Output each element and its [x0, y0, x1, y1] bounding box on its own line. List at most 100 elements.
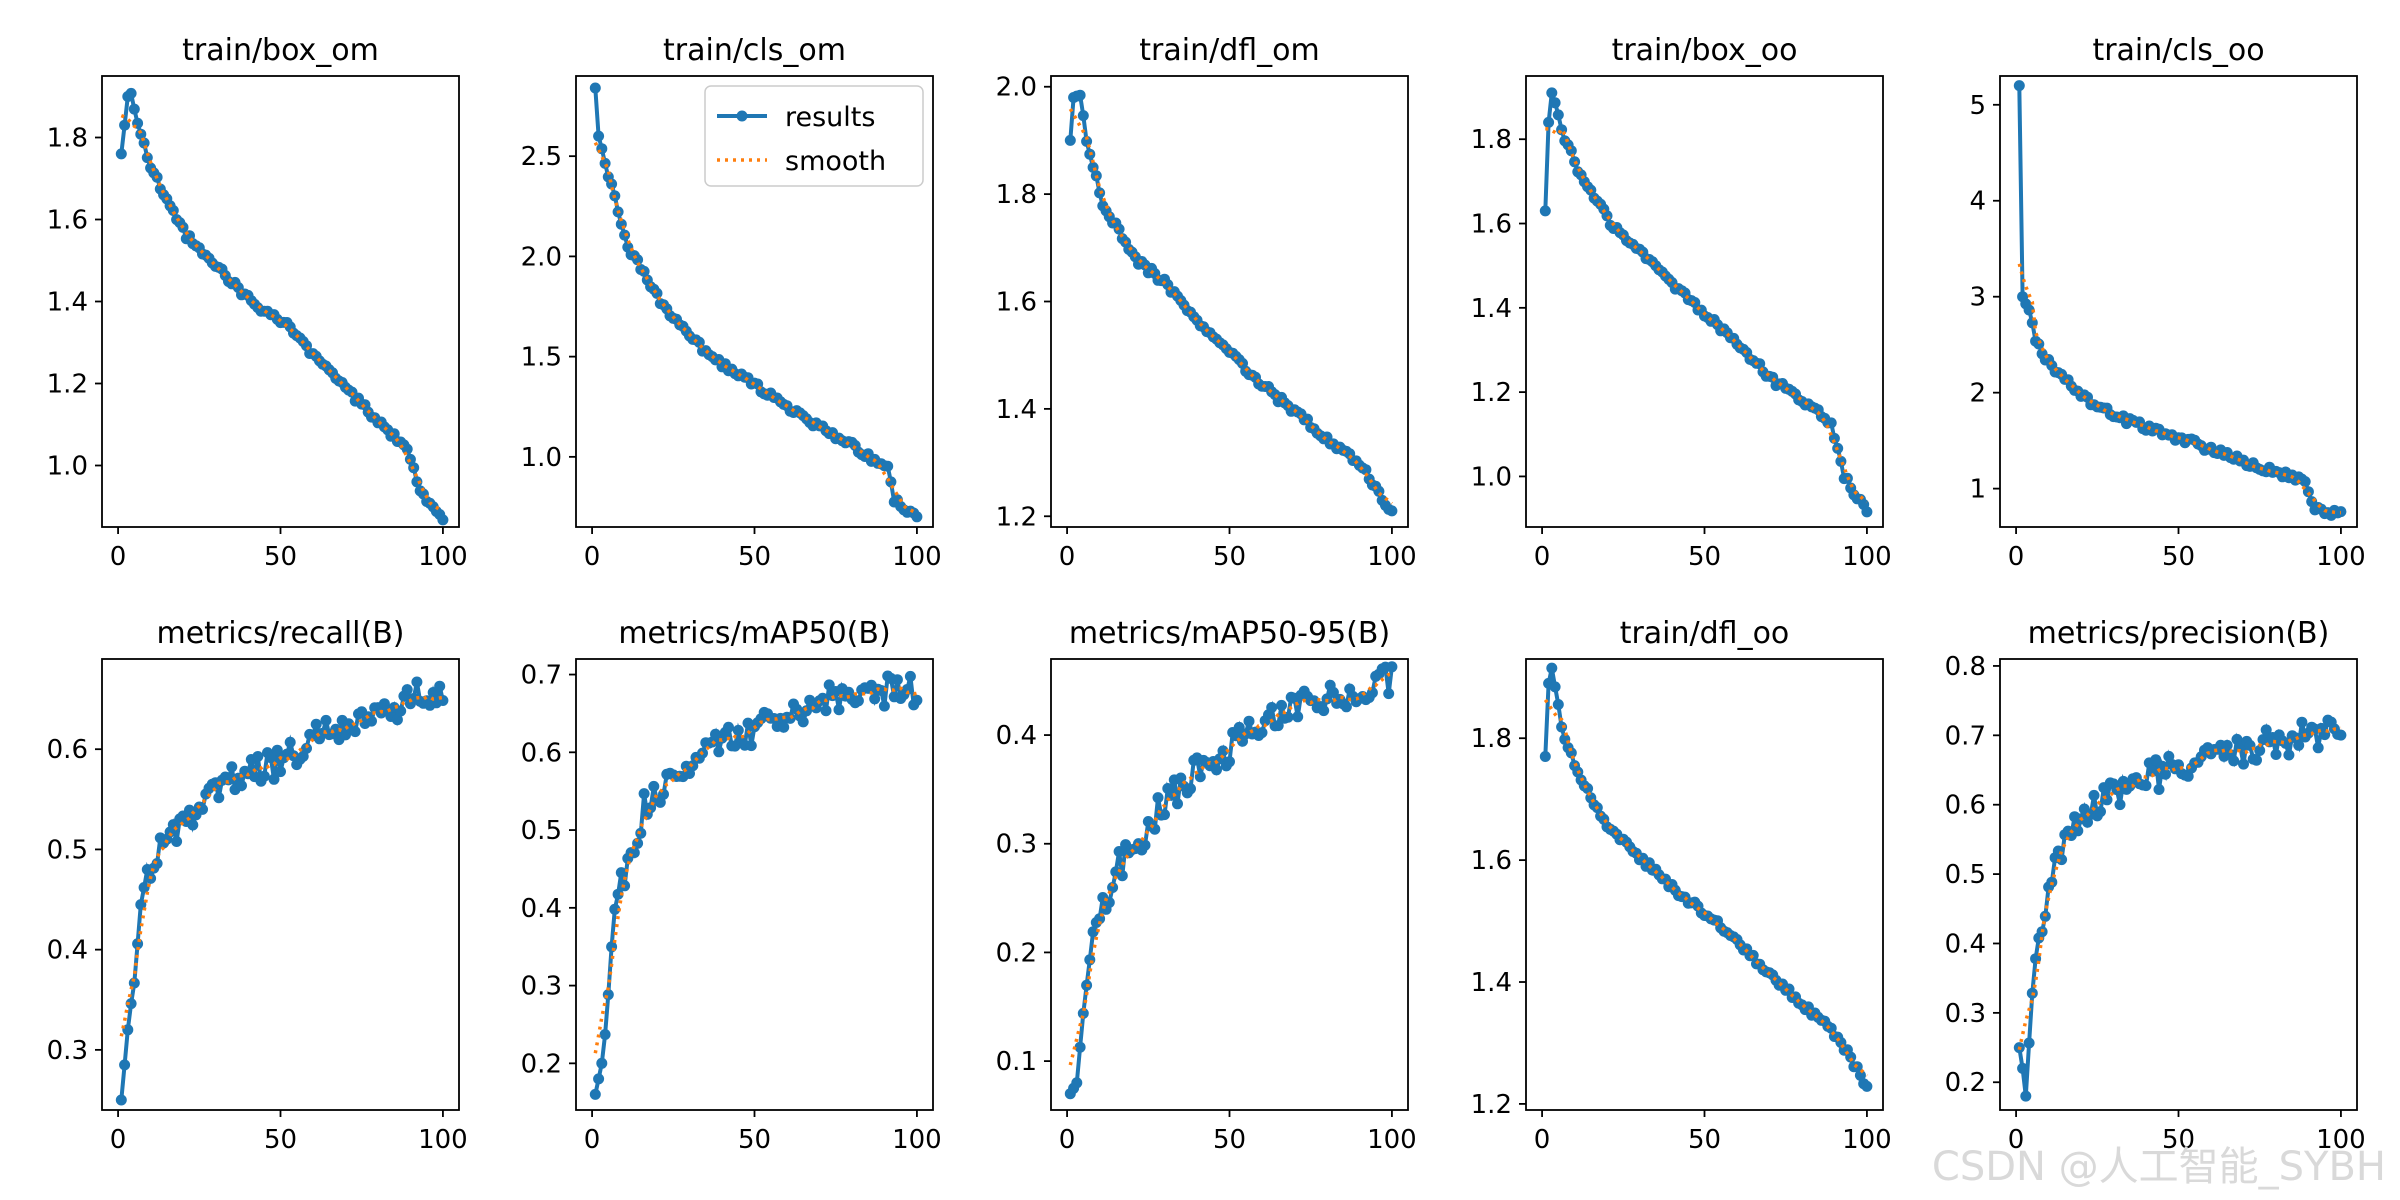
results-point — [1543, 117, 1554, 128]
results-point — [2271, 749, 2282, 760]
results-point — [713, 746, 724, 757]
results-point — [2335, 506, 2346, 517]
results-point — [1276, 700, 1287, 711]
subplot-5: metrics/recall(B) 0 50 100 0.3 0.4 0.5 0.6 — [47, 616, 468, 1155]
results-point — [593, 1073, 604, 1084]
y-tick-label: 1.0 — [1471, 462, 1512, 492]
results-point — [152, 858, 163, 869]
results-point — [259, 771, 270, 782]
y-tick-label: 1.2 — [1471, 378, 1512, 408]
results-point — [171, 836, 182, 847]
subplot-3: train/box_oo0 50 1001.01.21.41.61.8 — [1471, 33, 1892, 572]
y-tick-label: 0.3 — [521, 972, 562, 1002]
x-tick-label: 0 — [584, 542, 601, 572]
results-point — [778, 722, 789, 733]
subplot-title: train/cls_oo — [2092, 33, 2264, 68]
y-tick-label: 1.2 — [47, 370, 88, 400]
x-tick-label: 50 — [1688, 1125, 1721, 1155]
y-tick-label: 0.3 — [996, 830, 1037, 860]
y-tick-label: 0.2 — [1945, 1068, 1986, 1098]
y-tick-label: 0.5 — [1945, 860, 1986, 890]
results-point — [1172, 798, 1183, 809]
results-point — [1540, 751, 1551, 762]
results-point — [2251, 755, 2262, 766]
results-point — [590, 1089, 601, 1100]
results-point — [434, 681, 445, 692]
results-point — [1266, 702, 1277, 713]
results-point — [600, 1029, 611, 1040]
y-tick-label: 0.6 — [521, 738, 562, 768]
results-line — [121, 93, 443, 520]
results-point — [2020, 1091, 2031, 1102]
results-point — [2228, 755, 2239, 766]
subplot-7: metrics/mAP50-95(B)0 50 1000.10.20.30.4 — [996, 616, 1417, 1155]
results-point — [885, 476, 896, 487]
subplot-title: train/box_oo — [1612, 33, 1798, 68]
results-point — [1550, 97, 1561, 108]
subplot-title: train/dfl_om — [1139, 33, 1319, 68]
results-point — [1861, 506, 1872, 517]
results-line — [595, 676, 917, 1094]
subplot-4: train/cls_oo0 50 10012345 — [1969, 33, 2365, 572]
y-tick-label: 0.6 — [47, 735, 88, 765]
results-point — [350, 726, 361, 737]
y-tick-label: 1.8 — [1471, 125, 1512, 155]
results-point — [1140, 840, 1151, 851]
results-point — [746, 740, 757, 751]
results-point — [1211, 764, 1222, 775]
x-tick-label: 100 — [1842, 542, 1892, 572]
results-point — [226, 761, 237, 772]
y-tick-label: 1.5 — [521, 343, 562, 373]
results-point — [1540, 205, 1551, 216]
results-point — [252, 751, 263, 762]
x-tick-label: 100 — [418, 1125, 468, 1155]
y-tick-label: 1.4 — [996, 395, 1037, 425]
results-point — [593, 131, 604, 142]
results-point — [213, 792, 224, 803]
subplot-title: metrics/mAP50(B) — [618, 616, 890, 651]
results-point — [1386, 505, 1397, 516]
subplot-title: train/box_om — [182, 33, 379, 68]
results-point — [285, 737, 296, 748]
subplot-title: metrics/precision(B) — [2028, 616, 2330, 651]
results-point — [652, 288, 663, 299]
x-tick-label: 50 — [264, 1125, 297, 1155]
subplot-6: metrics/mAP50(B) 0 50 100 0.2 0.3 0.4 0.5 0.6 0.7 — [521, 616, 942, 1155]
results-point — [116, 148, 127, 159]
results-point — [596, 143, 607, 154]
results-point — [1835, 456, 1846, 467]
results-point — [2154, 784, 2165, 795]
y-tick-label: 1.2 — [1471, 1090, 1512, 1120]
results-point — [2089, 790, 2100, 801]
x-tick-label: 50 — [1213, 542, 1246, 572]
y-tick-label: 0.2 — [996, 938, 1037, 968]
y-tick-label: 0.5 — [47, 835, 88, 865]
results-point — [1185, 783, 1196, 794]
subplot-title: metrics/recall(B) — [156, 616, 404, 651]
results-point — [1553, 109, 1564, 120]
results-point — [590, 83, 601, 94]
y-tick-label: 0.4 — [996, 721, 1037, 751]
y-tick-label: 0.4 — [1945, 929, 1986, 959]
results-point — [129, 104, 140, 115]
results-point — [821, 705, 832, 716]
y-tick-label: 1.4 — [1471, 968, 1512, 998]
results-point — [116, 1095, 127, 1106]
results-point — [596, 1058, 607, 1069]
axes-frame — [2000, 76, 2357, 527]
results-point — [1546, 663, 1557, 674]
x-tick-label: 50 — [738, 1125, 771, 1155]
results-point — [648, 781, 659, 792]
results-line — [121, 682, 443, 1100]
y-tick-label: 0.5 — [521, 816, 562, 846]
y-tick-label: 1.6 — [1471, 210, 1512, 240]
results-point — [1071, 1077, 1082, 1088]
x-tick-label: 50 — [738, 542, 771, 572]
y-tick-label: 2.0 — [996, 73, 1037, 103]
x-tick-label: 100 — [892, 542, 942, 572]
results-point — [1318, 705, 1329, 716]
results-point — [1075, 90, 1086, 101]
x-tick-label: 50 — [264, 542, 297, 572]
y-tick-label: 1 — [1969, 475, 1986, 505]
results-point — [879, 701, 890, 712]
